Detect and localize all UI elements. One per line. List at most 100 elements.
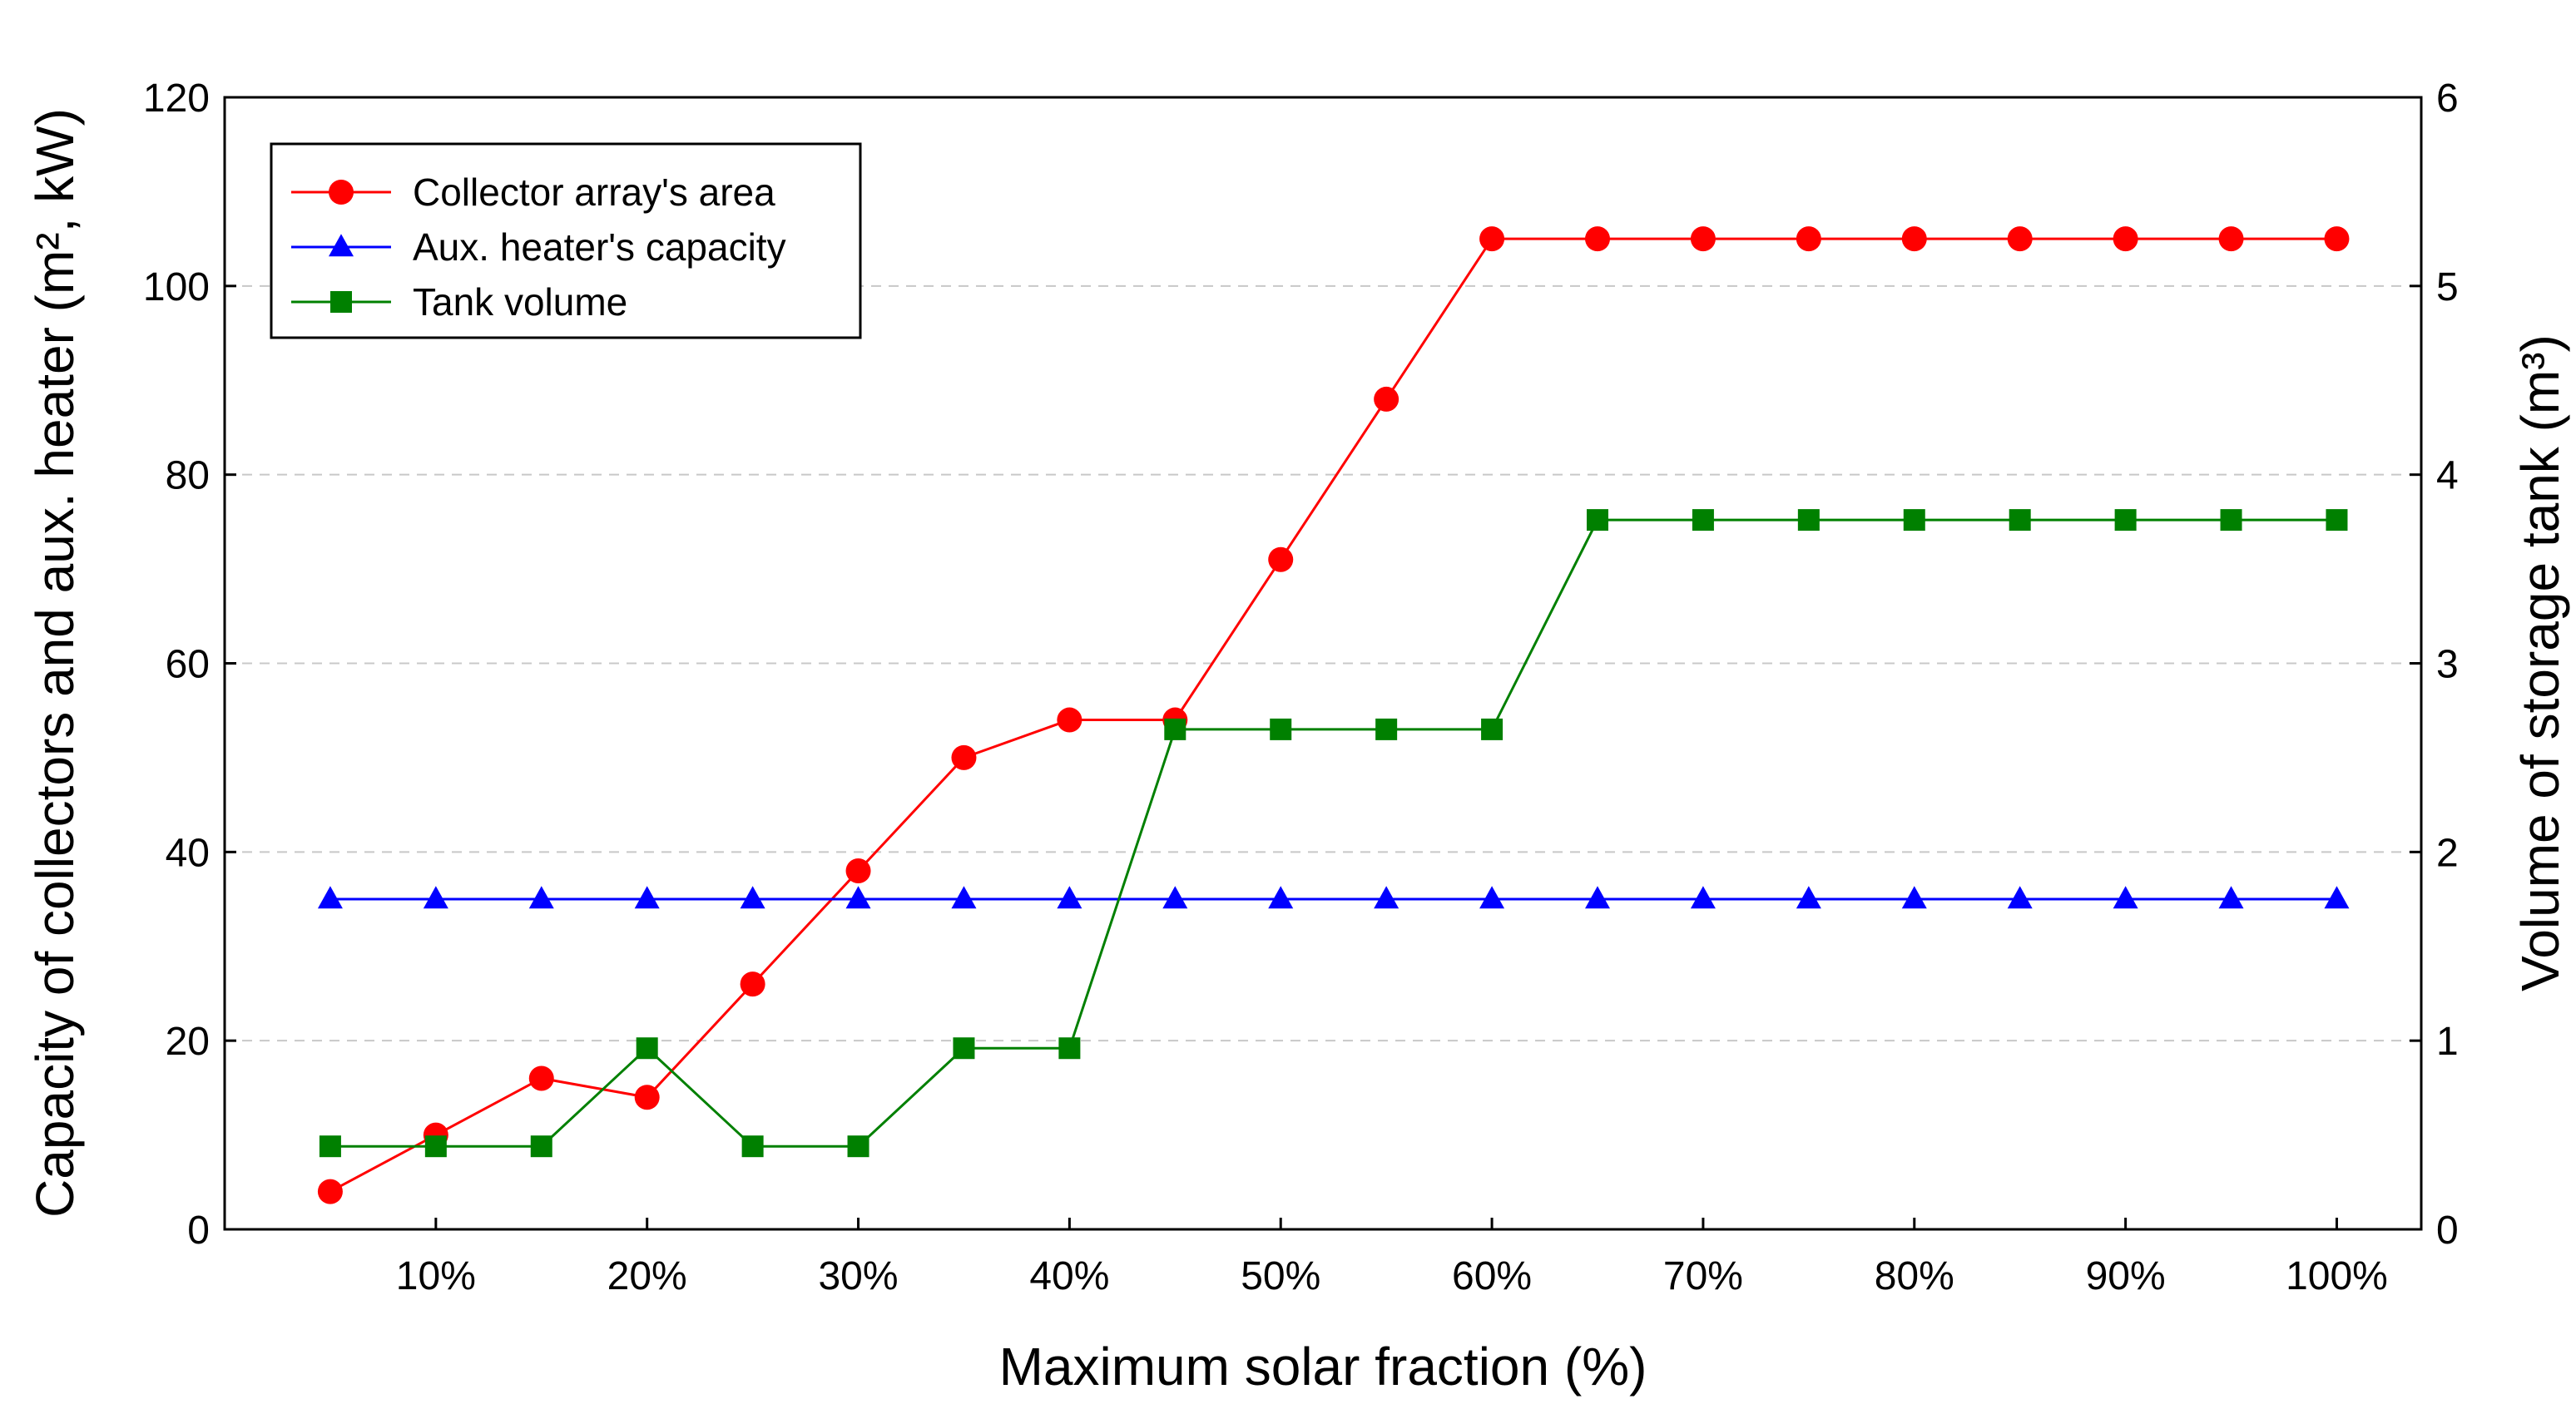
series-aux-heater-s-capacity [317,886,2350,909]
data-point [2007,226,2033,252]
data-point [2326,509,2348,531]
x-tick-label: 60% [1452,1254,1532,1298]
legend-label: Aux. heater's capacity [413,225,786,269]
series-collector-array-s-area [317,226,2350,1204]
data-point [1797,509,1820,531]
data-point [1057,707,1082,733]
data-point [530,1135,552,1158]
data-point [636,1037,658,1060]
data-point [1374,886,1399,909]
tick-labels: 0 20 40 60 80 100 120 0 1 2 3 4 5 6 10% 20% 30% 40% 50% 60%… [143,77,2459,1298]
data-point [1901,226,1927,252]
y-left-tick-label: 40 [166,831,210,875]
data-point [2218,886,2244,909]
data-point [1374,386,1399,412]
data-point [951,744,977,770]
data-point [317,886,343,909]
data-point [424,1135,447,1158]
data-point [951,886,977,909]
data-point [1690,226,1716,252]
data-point [1796,886,1821,909]
data-point [634,886,660,909]
y-left-tick-label: 80 [166,454,210,498]
data-point [1901,886,1927,909]
data-point [1690,886,1716,909]
data-point [319,1135,341,1158]
x-tick-label: 70% [1663,1254,1743,1298]
data-point [423,886,448,909]
ticks [225,96,2421,1231]
y-left-tick-label: 20 [166,1020,210,1064]
data-point [1479,886,1505,909]
data-point [1268,546,1294,572]
data-point [1587,509,1608,531]
gridlines [225,284,2421,1042]
x-axis-title: Maximum solar fraction (%) [999,1337,1647,1397]
data-point [1903,509,1925,531]
legend-item-collector-array-s-area: Collector array's area [291,171,775,214]
data-point [1270,718,1292,740]
x-tick-label: 100% [2286,1254,2388,1298]
data-point [1375,718,1398,740]
y-left-tick-label: 120 [143,77,210,121]
data-point [1058,1037,1081,1060]
x-tick-label: 90% [2086,1254,2166,1298]
data-point [1268,886,1294,909]
data-point [1164,718,1186,740]
legend-item-tank-volume: Tank volume [291,280,627,324]
legend-marker [330,291,352,313]
x-tick-label: 40% [1029,1254,1109,1298]
data-point [1585,886,1610,909]
data-point [1692,509,1714,531]
data-point [845,858,871,884]
data-point [2220,509,2242,531]
data-point [2113,226,2138,252]
legend-marker [329,234,354,257]
data-point [2218,226,2244,252]
data-point [634,1085,660,1110]
legend-item-aux-heater-s-capacity: Aux. heater's capacity [291,225,786,269]
y-right-tick-label: 6 [2436,77,2459,121]
data-point [740,971,765,997]
x-tick-label: 10% [396,1254,476,1298]
data-point [1796,226,1821,252]
data-point [1585,226,1610,252]
data-point [2324,226,2350,252]
x-tick-label: 50% [1241,1254,1320,1298]
data-point [2009,509,2031,531]
y-right-tick-label: 5 [2436,265,2459,309]
data-point [953,1037,975,1060]
data-point [2324,886,2350,909]
series-line [329,237,2337,1193]
legend-box [270,142,862,339]
series-line [329,518,2337,1148]
data-point [528,1065,554,1091]
y-left-tick-label: 60 [166,643,210,687]
legend: Collector array's area Aux. heater's capa… [270,142,862,339]
y-axis-right-title: Volume of storage tank (m³) [2510,334,2570,991]
y-left-tick-label: 0 [187,1209,210,1253]
y-right-tick-label: 1 [2436,1020,2459,1064]
data-point [741,1135,764,1158]
y-left-tick-label: 100 [143,265,210,309]
y-right-tick-label: 4 [2436,454,2459,498]
data-point [1481,718,1503,740]
data-point [740,886,765,909]
data-point [2007,886,2033,909]
legend-label: Tank volume [413,280,627,324]
data-point [1057,886,1082,909]
y-right-tick-label: 2 [2436,831,2459,875]
data-point [2114,509,2137,531]
data-point [847,1135,869,1158]
data-point [317,1179,343,1204]
data-point [1162,886,1188,909]
data-point [528,886,554,909]
series-layer [317,226,2350,1204]
y-right-tick-label: 3 [2436,643,2459,687]
series-tank-volume [319,509,2348,1158]
x-tick-label: 20% [607,1254,687,1298]
y-right-tick-label: 0 [2436,1209,2459,1253]
data-point [845,886,871,909]
legend-marker [329,180,354,205]
